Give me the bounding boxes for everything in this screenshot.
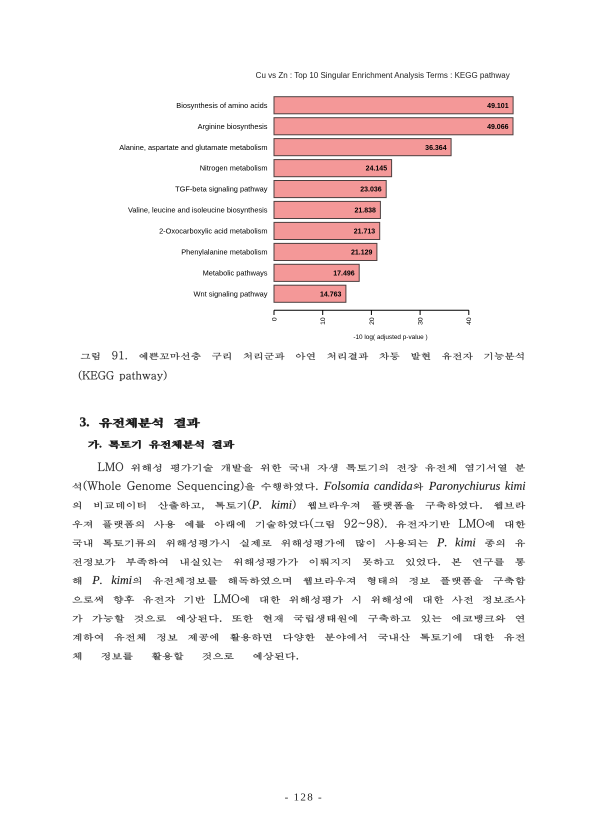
- svg-text:Valine, leucine and isoleucine: Valine, leucine and isoleucine biosynthe…: [128, 206, 268, 215]
- svg-text:17.496: 17.496: [333, 271, 355, 278]
- svg-text:30: 30: [418, 317, 425, 325]
- svg-text:Wnt signaling pathway: Wnt signaling pathway: [194, 289, 268, 298]
- svg-text:2-Oxocarboxylic acid metabolis: 2-Oxocarboxylic acid metabolism: [159, 227, 267, 236]
- svg-text:Phenylalanine metabolism: Phenylalanine metabolism: [181, 248, 267, 257]
- svg-text:49.101: 49.101: [487, 103, 509, 110]
- svg-text:21.838: 21.838: [354, 208, 376, 215]
- svg-text:Nitrogen metabolism: Nitrogen metabolism: [200, 164, 268, 173]
- svg-text:10: 10: [320, 317, 327, 325]
- svg-text:14.763: 14.763: [320, 291, 342, 298]
- svg-text:21.713: 21.713: [354, 229, 376, 236]
- svg-text:20: 20: [369, 317, 376, 325]
- svg-text:Cu vs Zn : Top 10 Singular Enr: Cu vs Zn : Top 10 Singular Enrichment An…: [256, 71, 510, 80]
- svg-text:Biosynthesis of amino acids: Biosynthesis of amino acids: [176, 101, 268, 110]
- svg-text:49.066: 49.066: [487, 124, 509, 131]
- svg-text:-10 log( adjusted p-value ): -10 log( adjusted p-value ): [353, 334, 427, 341]
- svg-text:Metabolic pathways: Metabolic pathways: [203, 269, 268, 278]
- svg-text:Arginine biosynthesis: Arginine biosynthesis: [198, 122, 268, 131]
- svg-text:24.145: 24.145: [366, 166, 388, 173]
- svg-text:0: 0: [271, 317, 278, 321]
- svg-text:- 128 -: - 128 -: [285, 792, 323, 804]
- svg-text:21.129: 21.129: [351, 250, 373, 257]
- svg-text:23.036: 23.036: [360, 187, 382, 194]
- svg-text:TGF-beta signaling pathway: TGF-beta signaling pathway: [175, 185, 268, 194]
- svg-text:Alanine, aspartate and glutama: Alanine, aspartate and glutamate metabol…: [119, 143, 267, 152]
- svg-text:36.364: 36.364: [425, 145, 447, 152]
- svg-text:40: 40: [466, 317, 473, 325]
